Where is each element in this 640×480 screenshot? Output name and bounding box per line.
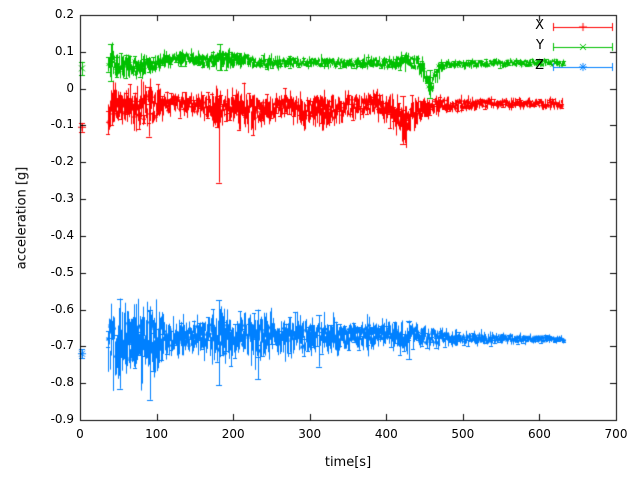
- y-axis-title: acceleration [g]: [14, 166, 30, 270]
- x-axis-title: time[s]: [324, 455, 372, 470]
